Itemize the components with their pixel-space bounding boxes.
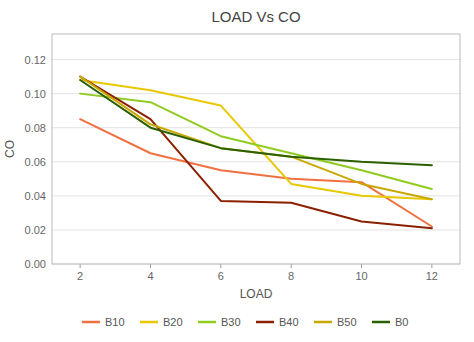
legend-label: B0 bbox=[395, 316, 408, 328]
x-tick-label: 4 bbox=[147, 270, 153, 282]
legend-swatch bbox=[314, 321, 332, 324]
series-line bbox=[80, 77, 432, 200]
y-axis-label: CO bbox=[3, 140, 17, 158]
legend-label: B20 bbox=[163, 316, 183, 328]
y-tick-label: 0.02 bbox=[25, 224, 46, 236]
grid-line bbox=[52, 127, 460, 128]
x-tick-label: 12 bbox=[426, 270, 438, 282]
legend-swatch bbox=[372, 321, 390, 324]
legend-label: B10 bbox=[105, 316, 125, 328]
series-line bbox=[80, 80, 432, 199]
grid-line bbox=[52, 195, 460, 196]
series-group bbox=[80, 77, 432, 229]
x-tick-label: 2 bbox=[77, 270, 83, 282]
y-tick-label: 0.00 bbox=[25, 258, 46, 270]
y-tick-label: 0.12 bbox=[25, 54, 46, 66]
grid-line bbox=[52, 229, 460, 230]
legend-label: B50 bbox=[337, 316, 357, 328]
series-line bbox=[80, 77, 432, 229]
title: LOAD Vs CO bbox=[211, 8, 300, 25]
plot-frame bbox=[52, 34, 460, 264]
x-tick bbox=[361, 264, 362, 268]
y-tick-label: 0.04 bbox=[25, 190, 46, 202]
x-tick-label: 6 bbox=[218, 270, 224, 282]
grid-line bbox=[52, 59, 460, 60]
legend-label: B30 bbox=[221, 316, 241, 328]
legend-label: B40 bbox=[279, 316, 299, 328]
x-tick bbox=[150, 264, 151, 268]
y-tick-label: 0.10 bbox=[25, 88, 46, 100]
legend-swatch bbox=[256, 321, 274, 324]
grid-line bbox=[52, 161, 460, 162]
legend-swatch bbox=[198, 321, 216, 324]
y-tick-label: 0.06 bbox=[25, 156, 46, 168]
grid-line bbox=[52, 93, 460, 94]
y-tick-label: 0.08 bbox=[25, 122, 46, 134]
x-axis-label: LOAD bbox=[240, 287, 273, 301]
x-tick bbox=[291, 264, 292, 268]
x-tick bbox=[80, 264, 81, 268]
background bbox=[0, 0, 474, 342]
x-tick bbox=[431, 264, 432, 268]
chart: 0.00 0.02 0.04 0.06 0.08 0.10 0.12 2 4 6 8 10 12 LOAD… bbox=[0, 0, 474, 342]
series-line bbox=[80, 80, 432, 165]
legend-swatch bbox=[140, 321, 158, 324]
legend-swatch bbox=[82, 321, 100, 324]
legend: B10 B20 B30 B40 B50 B0 bbox=[82, 316, 408, 328]
x-tick bbox=[220, 264, 221, 268]
x-tick-label: 10 bbox=[355, 270, 367, 282]
x-tick-label: 8 bbox=[288, 270, 294, 282]
series-line bbox=[80, 119, 432, 226]
